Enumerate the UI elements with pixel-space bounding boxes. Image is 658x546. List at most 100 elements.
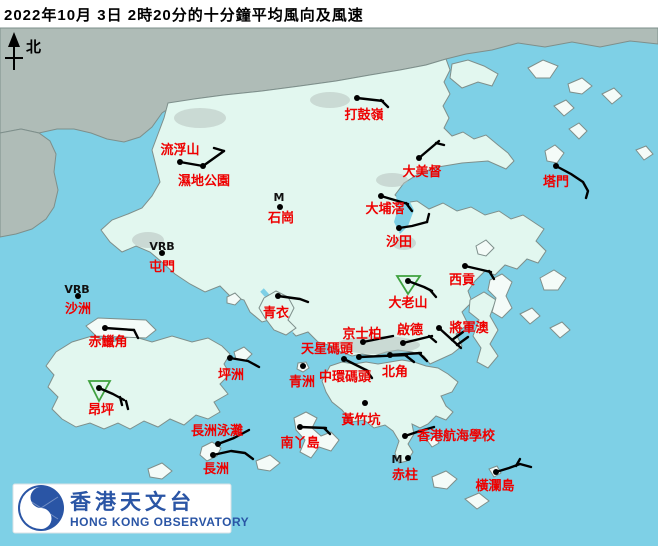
station-打鼓嶺[interactable]: 打鼓嶺 xyxy=(344,95,390,122)
station-dot[interactable] xyxy=(275,293,281,299)
station-dot[interactable] xyxy=(553,163,559,169)
station-dot[interactable] xyxy=(405,455,411,461)
station-label[interactable]: 大老山 xyxy=(388,295,427,310)
station-label[interactable]: 中環碼頭 xyxy=(319,369,372,384)
station-dot[interactable] xyxy=(360,339,366,345)
station-label[interactable]: 流浮山 xyxy=(160,142,199,157)
station-青衣[interactable]: 青衣 xyxy=(263,293,310,320)
station-dot[interactable] xyxy=(177,159,183,165)
station-label[interactable]: 北角 xyxy=(382,364,408,379)
station-南丫島[interactable]: 南丫島 xyxy=(280,424,332,450)
station-label[interactable]: 大埔滘 xyxy=(365,201,404,216)
station-dot[interactable] xyxy=(277,204,283,210)
station-dot[interactable] xyxy=(200,163,206,169)
wind-barb-feather xyxy=(212,146,226,153)
station-label[interactable]: 石崗 xyxy=(267,210,294,225)
station-label[interactable]: 坪洲 xyxy=(218,367,244,382)
station-dot[interactable] xyxy=(96,385,102,391)
station-label[interactable]: 昂坪 xyxy=(88,402,114,417)
station-label[interactable]: 屯門 xyxy=(149,259,175,274)
station-大埔滘[interactable]: 大埔滘 xyxy=(365,193,414,216)
station-label[interactable]: 長洲泳灘 xyxy=(191,423,243,438)
station-dot[interactable] xyxy=(387,352,393,358)
station-dot[interactable] xyxy=(493,469,499,475)
station-赤柱[interactable]: M赤柱 xyxy=(392,453,418,482)
hko-logo[interactable]: 香港天文台 HONG KONG OBSERVATORY xyxy=(12,483,249,534)
station-昂坪[interactable]: 昂坪 xyxy=(87,380,130,417)
station-dot[interactable] xyxy=(462,263,468,269)
station-啟德[interactable]: 啟德 xyxy=(397,322,438,346)
station-label[interactable]: 沙田 xyxy=(386,234,412,249)
station-dot[interactable] xyxy=(215,441,221,447)
station-label[interactable]: 沙洲 xyxy=(65,301,91,316)
station-label[interactable]: 橫瀾島 xyxy=(475,478,514,493)
station-橫瀾島[interactable]: 橫瀾島 xyxy=(475,457,533,493)
station-流浮山[interactable]: 流浮山 xyxy=(160,142,205,168)
station-西貢[interactable]: 西貢 xyxy=(449,263,496,287)
station-label[interactable]: 香港航海學校 xyxy=(416,428,496,443)
wind-barb xyxy=(494,462,533,474)
tsing-yi-island xyxy=(258,290,297,336)
station-label[interactable]: 將軍澳 xyxy=(449,320,489,335)
station-京士柏[interactable]: 京士柏 xyxy=(342,326,395,345)
station-dot[interactable] xyxy=(300,363,306,369)
station-dot[interactable] xyxy=(210,452,216,458)
station-屯門[interactable]: VRB 屯門 xyxy=(149,240,175,274)
station-label[interactable]: 大美督 xyxy=(402,164,441,179)
station-dot[interactable] xyxy=(297,424,303,430)
station-label[interactable]: 赤鱲角 xyxy=(88,334,127,349)
station-label[interactable]: 青洲 xyxy=(289,374,315,389)
station-大美督[interactable]: 大美督 xyxy=(402,139,446,179)
station-label[interactable]: 京士柏 xyxy=(342,326,381,341)
station-dot[interactable] xyxy=(75,293,81,299)
station-dot[interactable] xyxy=(362,400,368,406)
station-dot[interactable] xyxy=(378,193,384,199)
station-label[interactable]: 南丫島 xyxy=(280,435,319,450)
station-dot[interactable] xyxy=(227,355,233,361)
wind-barb xyxy=(228,356,261,369)
station-赤鱲角[interactable]: 赤鱲角 xyxy=(88,325,140,349)
urban-west xyxy=(0,128,59,238)
station-dot[interactable] xyxy=(102,325,108,331)
station-dot[interactable] xyxy=(396,225,402,231)
station-沙洲[interactable]: VRB 沙洲 xyxy=(64,283,91,316)
station-黃竹坑[interactable]: 黃竹坑 xyxy=(340,400,381,427)
station-石崗[interactable]: M 石崗 xyxy=(267,191,294,225)
station-dot[interactable] xyxy=(402,433,408,439)
station-坪洲[interactable]: 坪洲 xyxy=(218,355,261,382)
station-青洲[interactable]: 青洲 xyxy=(289,363,315,389)
station-dot[interactable] xyxy=(436,325,442,331)
station-dot[interactable] xyxy=(354,95,360,101)
station-label[interactable]: 西貢 xyxy=(449,272,475,287)
station-dot[interactable] xyxy=(405,278,411,284)
station-dot[interactable] xyxy=(400,340,406,346)
station-dot[interactable] xyxy=(416,155,422,161)
small-islands xyxy=(147,59,654,510)
station-濕地公園[interactable]: 濕地公園 xyxy=(178,146,230,188)
station-中環碼頭[interactable]: 中環碼頭 xyxy=(319,356,374,384)
station-label[interactable]: 黃竹坑 xyxy=(340,412,380,427)
station-label[interactable]: 打鼓嶺 xyxy=(344,107,383,122)
station-長洲[interactable]: 長洲 xyxy=(203,449,255,476)
station-label[interactable]: 青衣 xyxy=(263,305,289,320)
station-label[interactable]: 赤柱 xyxy=(392,467,418,482)
station-label[interactable]: 濕地公園 xyxy=(178,173,230,188)
station-大老山[interactable]: 大老山 xyxy=(388,275,438,310)
station-香港航海學校[interactable]: 香港航海學校 xyxy=(402,425,496,443)
station-塔門[interactable]: 塔門 xyxy=(543,163,590,200)
station-長洲泳灘[interactable]: 長洲泳灘 xyxy=(191,423,251,447)
station-將軍澳[interactable]: 將軍澳 xyxy=(436,320,489,350)
station-label[interactable]: 啟德 xyxy=(397,322,423,337)
station-dot[interactable] xyxy=(159,250,165,256)
station-label[interactable]: 天星碼頭 xyxy=(301,341,354,356)
station-label[interactable]: 塔門 xyxy=(543,174,569,189)
wind-barb-feather xyxy=(455,335,470,347)
station-dot[interactable] xyxy=(356,354,362,360)
station-dot[interactable] xyxy=(341,356,347,362)
wind-barb xyxy=(403,425,436,438)
station-沙田[interactable]: 沙田 xyxy=(386,212,431,249)
station-北角[interactable]: 北角 xyxy=(382,351,429,379)
station-label[interactable]: 長洲 xyxy=(203,461,229,476)
